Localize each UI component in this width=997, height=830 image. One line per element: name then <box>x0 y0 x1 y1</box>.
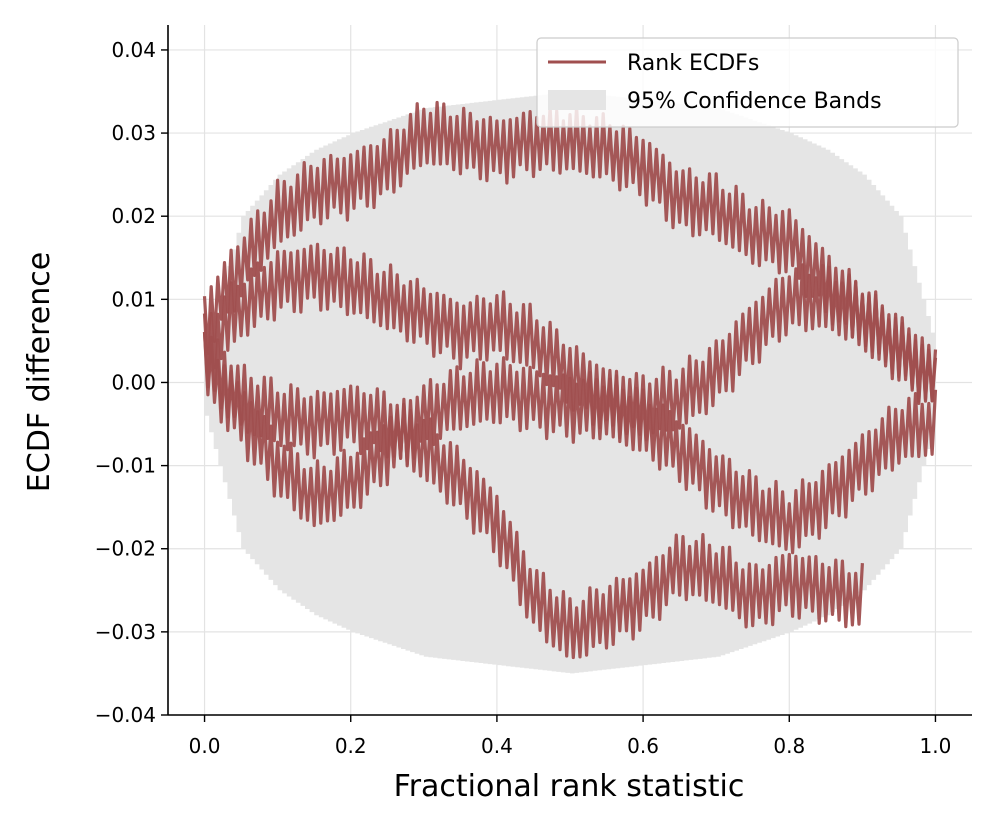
x-tick-label: 0.8 <box>773 734 805 758</box>
x-tick-label: 0.6 <box>627 734 659 758</box>
legend-box <box>536 37 959 128</box>
tick-labels: 0.0 0.2 0.4 0.6 0.8 1.0 −0.04 −0.03 −0.02 −0.01 0.… <box>95 38 952 758</box>
rank-ecdf-series <box>202 100 938 660</box>
rank-ecdf-line <box>202 332 864 660</box>
legend-band-label: 95% Confidence Bands <box>627 89 882 114</box>
x-tick-label: 0.4 <box>481 734 513 758</box>
x-tick-label: 0.0 <box>189 734 221 758</box>
y-tick-label: 0.04 <box>111 38 156 62</box>
y-axis-label: ECDF difference <box>22 252 57 492</box>
x-tick-label: 0.2 <box>335 734 367 758</box>
y-tick-label: 0.02 <box>111 204 156 228</box>
rank-ecdf-line <box>202 331 938 555</box>
axes <box>167 25 972 716</box>
legend: Rank ECDFs 95% Confidence Bands <box>536 37 959 128</box>
y-tick-label: −0.03 <box>95 620 156 644</box>
y-tick-label: 0.01 <box>111 287 156 311</box>
x-axis-label: Fractional rank statistic <box>394 769 745 804</box>
rank-ecdf-line <box>202 242 938 442</box>
y-tick-label: 0.03 <box>111 121 156 145</box>
legend-band-swatch <box>548 90 606 110</box>
y-tick-label: 0.00 <box>111 370 156 394</box>
y-tick-label: −0.01 <box>95 454 156 478</box>
legend-line-label: Rank ECDFs <box>627 51 759 76</box>
x-tick-label: 1.0 <box>920 734 952 758</box>
y-tick-label: −0.02 <box>95 537 156 561</box>
y-tick-label: −0.04 <box>95 703 156 727</box>
